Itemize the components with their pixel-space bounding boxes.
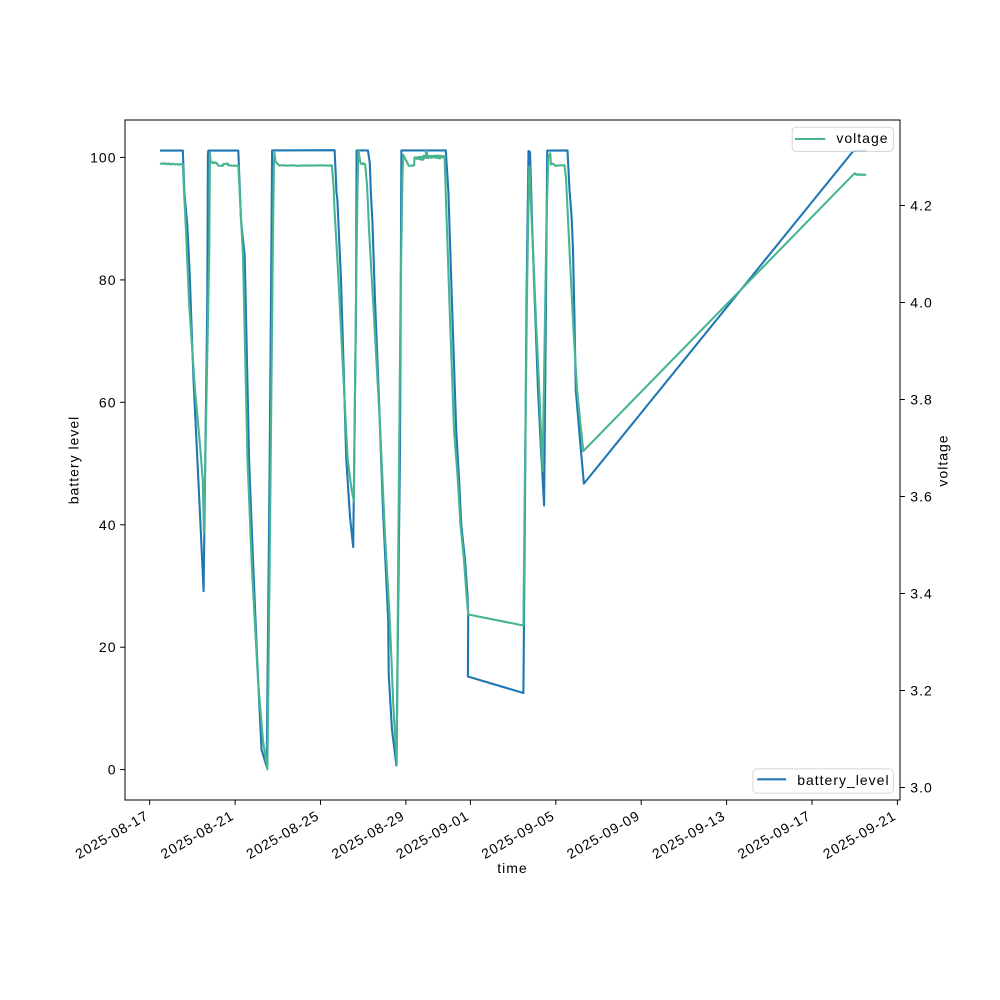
svg-text:0: 0 — [108, 762, 117, 778]
svg-text:100: 100 — [90, 149, 116, 165]
svg-text:3.2: 3.2 — [910, 683, 932, 699]
svg-text:4.2: 4.2 — [910, 198, 932, 214]
svg-text:voltage: voltage — [836, 130, 888, 146]
svg-text:80: 80 — [99, 272, 117, 288]
svg-text:3.0: 3.0 — [910, 780, 932, 796]
svg-text:time: time — [497, 860, 527, 876]
svg-text:battery level: battery level — [65, 416, 81, 504]
svg-text:3.8: 3.8 — [910, 392, 932, 408]
svg-text:40: 40 — [99, 517, 117, 533]
svg-text:voltage: voltage — [935, 434, 951, 486]
svg-text:3.6: 3.6 — [910, 489, 932, 505]
svg-text:battery_level: battery_level — [797, 772, 889, 788]
svg-text:4.0: 4.0 — [910, 295, 932, 311]
svg-text:60: 60 — [99, 394, 117, 410]
svg-text:20: 20 — [99, 639, 117, 655]
svg-text:3.4: 3.4 — [910, 586, 932, 602]
